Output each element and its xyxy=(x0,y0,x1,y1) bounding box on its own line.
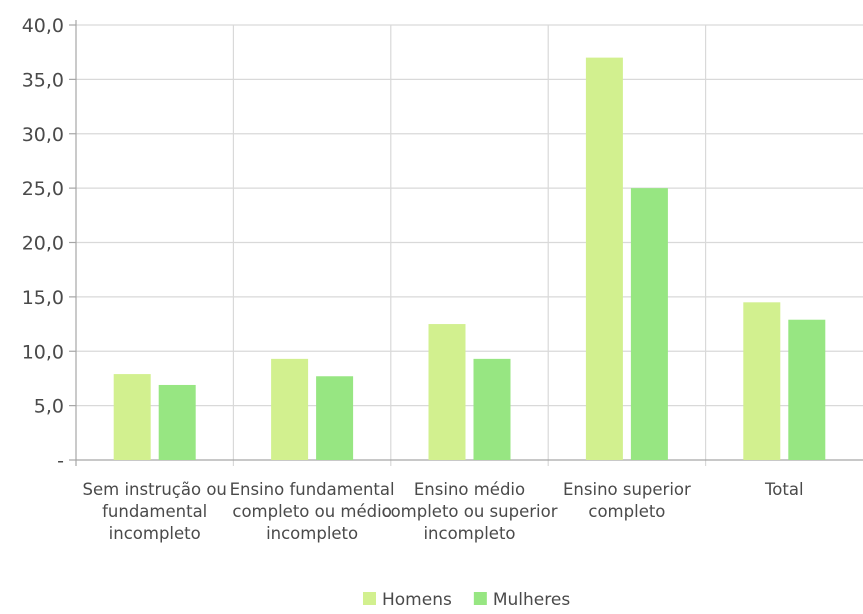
bar-homens xyxy=(428,324,466,460)
y-tick-label: 30,0 xyxy=(22,124,64,146)
y-tick-label: 5,0 xyxy=(34,396,64,418)
legend-label: Mulheres xyxy=(493,590,570,610)
bar-mulheres xyxy=(630,188,668,460)
bar-homens xyxy=(113,374,151,460)
y-axis-tick-labels: - 5,0 10,0 15,0 20,0 25,0 30,0 35,0 40,0 xyxy=(22,15,64,472)
bar-mulheres xyxy=(788,319,826,460)
gridlines xyxy=(76,24,863,466)
legend-swatch xyxy=(363,592,376,605)
y-tick-label: - xyxy=(57,450,64,472)
x-category-label: Ensino superior completo xyxy=(563,480,691,521)
bar-mulheres xyxy=(473,358,511,460)
bars xyxy=(113,57,826,460)
bar-homens xyxy=(271,358,309,460)
x-category-label: Sem instrução ou fundamental incompleto xyxy=(83,480,227,543)
y-tick-label: 20,0 xyxy=(22,233,64,255)
bar-mulheres xyxy=(158,384,196,460)
x-axis-category-labels: Sem instrução ou fundamental incompletoEns… xyxy=(83,480,804,543)
y-tick-label: 35,0 xyxy=(22,69,64,91)
y-tick-label: 40,0 xyxy=(22,15,64,37)
bar-mulheres xyxy=(316,376,354,460)
bar-homens xyxy=(585,57,623,460)
x-category-label: Ensino fundamental completo ou médio incom… xyxy=(230,480,395,543)
legend: Homens Mulheres xyxy=(363,590,570,610)
y-tick-label: 10,0 xyxy=(22,341,64,363)
x-category-label: Total xyxy=(764,480,804,499)
axes xyxy=(69,20,863,466)
legend-label: Homens xyxy=(382,590,452,610)
y-tick-label: 25,0 xyxy=(22,178,64,200)
bar-homens xyxy=(743,302,781,460)
y-tick-label: 15,0 xyxy=(22,287,64,309)
x-category-label: Ensino médio completo ou superior incomple… xyxy=(382,480,558,543)
legend-swatch xyxy=(473,592,487,605)
